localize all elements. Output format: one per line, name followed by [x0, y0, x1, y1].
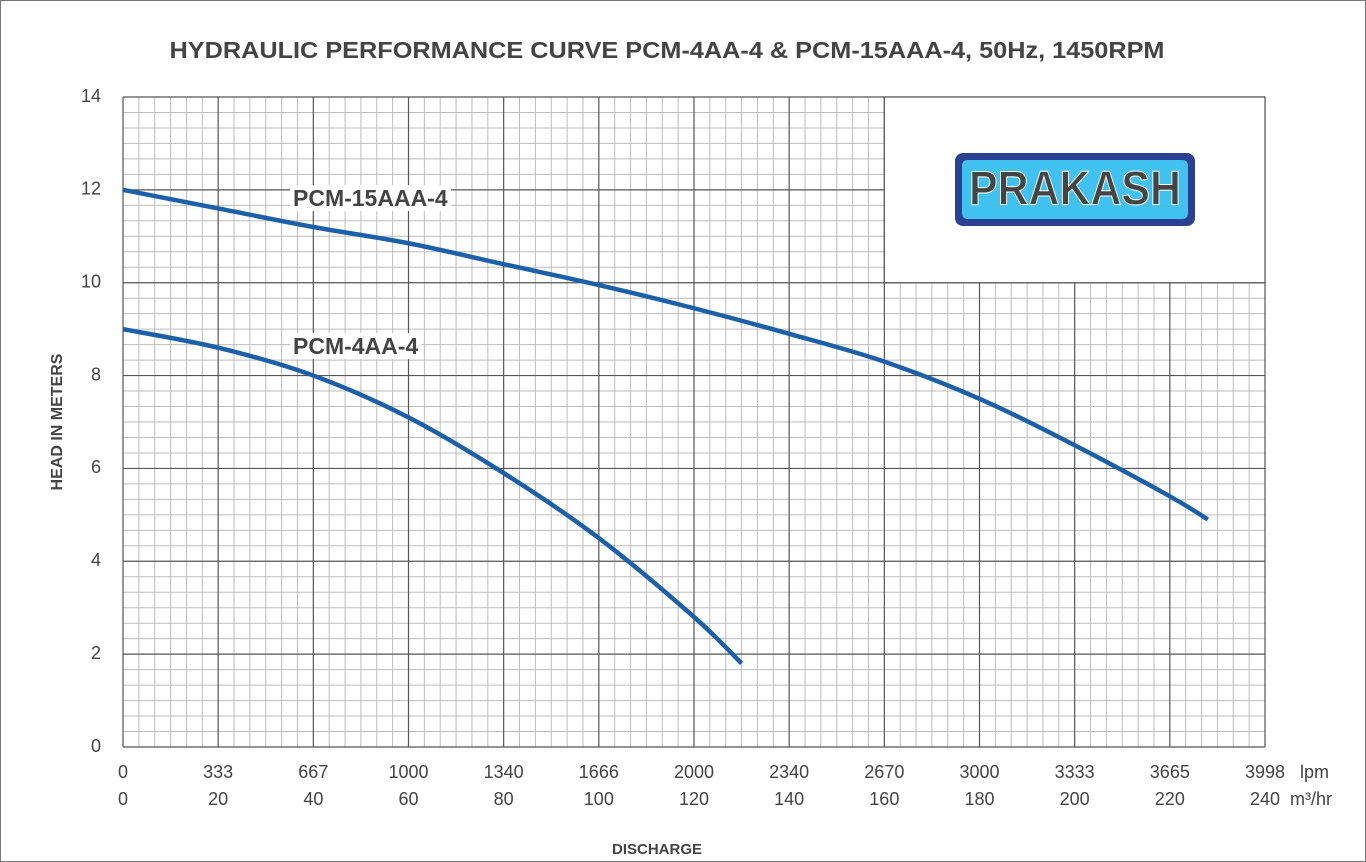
x-tick-label: 240: [1250, 789, 1280, 809]
x-tick-label: 180: [964, 789, 994, 809]
y-tick-label: 10: [81, 271, 101, 291]
x-tick-label: 667: [298, 762, 328, 782]
x-tick-label: 220: [1155, 789, 1185, 809]
series-label-bg: [290, 333, 422, 360]
x-tick-label: 0: [118, 762, 128, 782]
y-tick-label: 14: [81, 86, 101, 106]
y-axis-label: HEAD IN METERS: [49, 353, 66, 490]
x-tick-label: 3000: [959, 762, 999, 782]
x-tick-label: 333: [203, 762, 233, 782]
x-tick-label: 3998: [1245, 762, 1285, 782]
x-tick-label: 40: [303, 789, 323, 809]
chart-title: HYDRAULIC PERFORMANCE CURVE PCM-4AA-4 & …: [170, 37, 1165, 63]
logo-text: PRAKASH: [969, 163, 1181, 216]
x-tick-label: 1340: [484, 762, 524, 782]
y-tick-label: 4: [91, 550, 101, 570]
x-unit-lpm: lpm: [1300, 762, 1329, 782]
logo-inner: [962, 160, 1188, 219]
x-tick-label: 160: [869, 789, 899, 809]
y-tick-label: 8: [91, 364, 101, 384]
y-tick-label: 0: [91, 736, 101, 756]
x-tick-label: 80: [494, 789, 514, 809]
x-tick-label: 2670: [864, 762, 904, 782]
x-tick-label: 20: [208, 789, 228, 809]
x-tick-label: 1666: [579, 762, 619, 782]
series-line: [122, 187, 1210, 522]
y-tick-label: 12: [81, 179, 101, 199]
y-tick-label: 2: [91, 643, 101, 663]
x-tick-label: 0: [118, 789, 128, 809]
series-line: [122, 326, 744, 666]
x-tick-label: 2000: [674, 762, 714, 782]
x-tick-label: 3333: [1055, 762, 1095, 782]
x-axis-label: DISCHARGE: [612, 841, 702, 858]
x-tick-label: 60: [398, 789, 418, 809]
series-label-bg: [290, 185, 451, 212]
series-label: PCM-4AA-4: [293, 333, 418, 359]
x-tick-label: 140: [774, 789, 804, 809]
x-unit: m³/hr: [1290, 789, 1332, 809]
x-tick-label: 200: [1060, 789, 1090, 809]
x-tick-label: 120: [679, 789, 709, 809]
x-tick-label: 1000: [388, 762, 428, 782]
series-label: PCM-15AAA-4: [293, 185, 448, 211]
y-tick-label: 6: [91, 457, 101, 477]
x-tick-label: 3665: [1150, 762, 1190, 782]
x-tick-label: 100: [584, 789, 614, 809]
x-tick-label: 2340: [769, 762, 809, 782]
